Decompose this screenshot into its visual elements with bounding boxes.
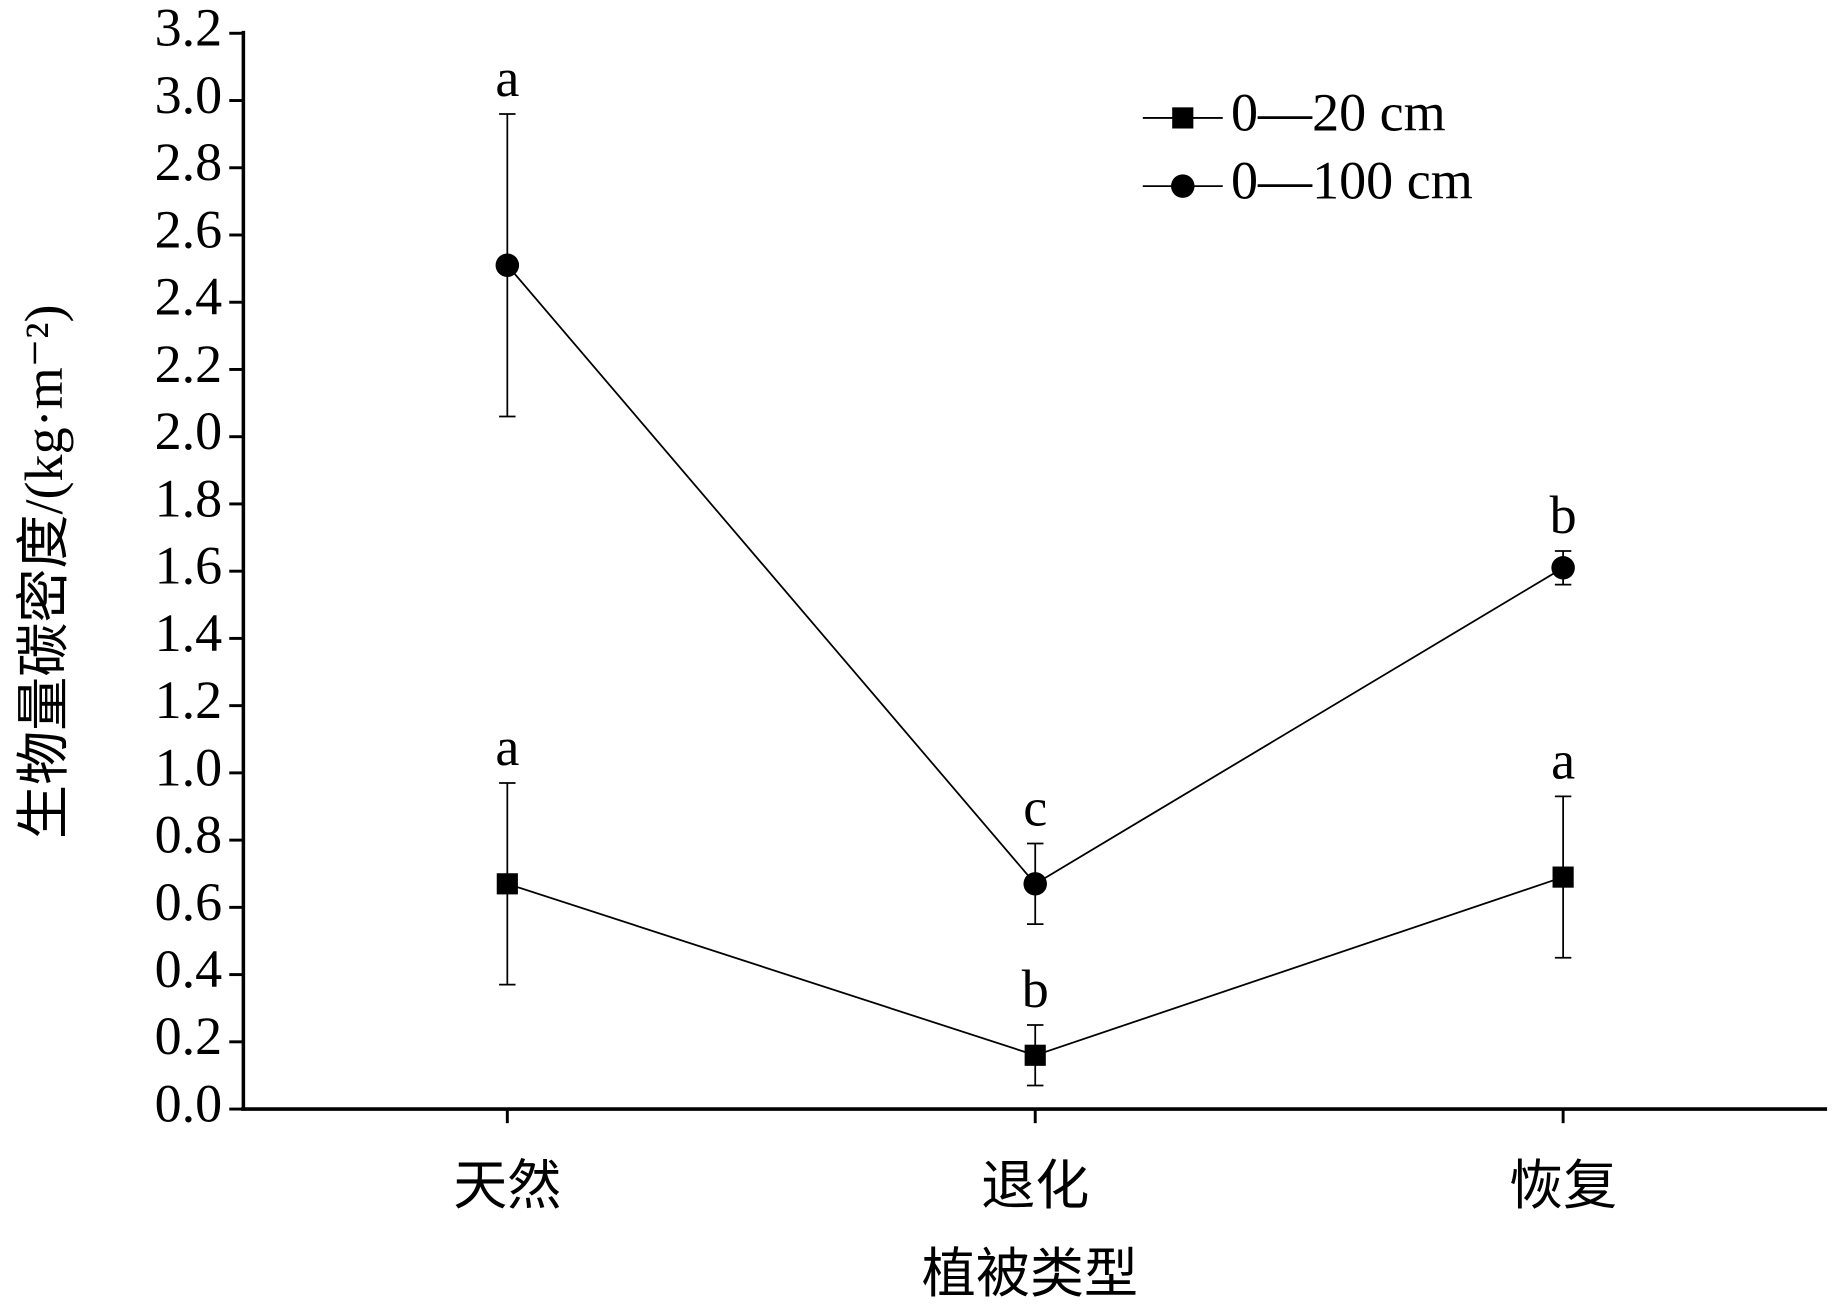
data-label: b [1022,959,1049,1019]
y-tick-label: 3.2 [155,0,223,58]
y-axis-label: 生物量碳密度/(kg·m⁻²) [14,305,74,839]
data-point [1023,872,1047,896]
y-tick-label: 1.4 [155,603,223,663]
data-point [1552,866,1574,888]
data-label: a [495,717,519,777]
y-tick-label: 2.8 [155,132,223,192]
y-tick-label: 0.4 [155,939,223,999]
y-tick-label: 1.2 [155,670,223,730]
y-tick-label: 1.0 [155,737,223,797]
data-label: a [1551,730,1575,790]
legend-label: 0—20 cm [1231,82,1446,142]
y-tick-label: 0.0 [155,1073,223,1133]
y-tick-label: 0.2 [155,1006,223,1066]
legend-marker [1171,174,1195,198]
data-label: a [495,48,519,108]
y-tick-label: 2.0 [155,401,223,461]
x-axis-label: 植被类型 [922,1244,1138,1304]
x-tick-label: 退化 [981,1156,1089,1216]
data-point [496,873,518,895]
y-tick-label: 1.8 [155,468,223,528]
data-point [1551,556,1575,580]
y-tick-label: 0.6 [155,872,223,932]
y-tick-label: 2.2 [155,334,223,394]
x-tick-label: 恢复 [1509,1156,1617,1216]
y-tick-label: 1.6 [155,536,223,596]
data-point [495,253,520,278]
legend-marker [1172,107,1194,129]
y-tick-label: 0.8 [155,805,223,865]
x-tick-label: 天然 [453,1156,561,1216]
y-tick-label: 2.4 [155,267,223,327]
y-tick-label: 3.0 [155,65,223,125]
y-tick-label: 2.6 [155,199,223,259]
data-label: b [1550,485,1577,545]
data-point [1024,1044,1046,1066]
legend-label: 0—100 cm [1231,151,1473,211]
data-label: c [1023,777,1047,837]
